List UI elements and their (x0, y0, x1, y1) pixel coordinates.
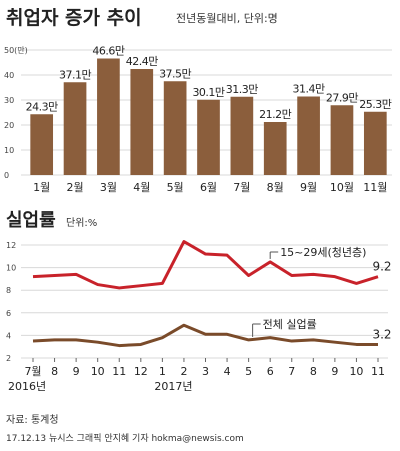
line-xtick-label: 1 (159, 365, 166, 378)
line-chart-title: 실업률 (6, 210, 56, 231)
line-ytick-label: 10 (6, 264, 16, 273)
bar-ytick-label: 0 (4, 171, 9, 180)
bar (97, 58, 120, 175)
youth-series-label: 15~29세(청년층) (280, 246, 366, 259)
bar (230, 96, 254, 175)
youth-unemployment-line (32, 240, 379, 290)
bar-xtick-label: 4월 (133, 181, 150, 194)
bar (163, 81, 187, 175)
bar-xtick-label: 5월 (167, 181, 184, 194)
line-xtick-label: 8 (51, 365, 58, 378)
bar (363, 111, 387, 175)
line-xtick-label: 3 (202, 365, 209, 378)
bar-value-label: 37.5만 (159, 67, 191, 80)
bar-chart-title: 취업자 증가 추이 (6, 7, 142, 29)
bar-xtick-label: 2월 (66, 181, 83, 194)
bar (330, 105, 354, 175)
year-label-2016: 2016년 (8, 380, 46, 393)
bar-xtick-label: 6월 (200, 181, 217, 194)
bar-ytick-label: 30 (4, 96, 14, 105)
bar-ytick-label: 20 (4, 121, 14, 130)
bar-value-label: 31.3만 (226, 83, 258, 96)
bar-ytick-label: 40 (4, 71, 14, 80)
credit-note: 17.12.13 뉴시스 그래픽 안지혜 기자 hokma@newsis.com (6, 432, 244, 444)
line-xtick-label: 11 (371, 365, 385, 378)
bar (130, 69, 154, 175)
line-xtick-label: 2 (180, 365, 187, 378)
bar-value-label: 25.3만 (359, 98, 391, 111)
bar (197, 99, 220, 175)
bar-xtick-label: 7월 (233, 181, 250, 194)
bar-value-label: 42.4만 (126, 55, 158, 68)
bar-chart-subtitle: 전년동월대비, 단위:명 (176, 12, 278, 25)
total-end-label: 3.2 (372, 327, 391, 341)
line-xtick-label: 4 (224, 365, 231, 378)
line-xtick-label: 5 (245, 365, 252, 378)
line-ytick-label: 2 (6, 354, 11, 363)
bar (30, 114, 54, 175)
total-series-label: 전체 실업률 (263, 318, 317, 331)
total-unemployment-line (32, 323, 378, 348)
bar-value-label: 24.3만 (26, 100, 58, 113)
line-xtick-label: 8 (310, 365, 317, 378)
bar-value-label: 37.1만 (59, 68, 91, 81)
source-note: 자료: 통계청 (6, 414, 59, 426)
bar-xtick-label: 9월 (300, 181, 317, 194)
bar-xtick-label: 3월 (100, 181, 117, 194)
bar-xtick-label: 1월 (33, 181, 50, 194)
line-xtick-label: 7월 (24, 365, 41, 378)
bar-xtick-label: 8월 (267, 181, 284, 194)
bar-xtick-label: 11월 (363, 181, 387, 194)
line-xtick-label: 9 (331, 365, 338, 378)
line-ytick-label: 12 (6, 241, 16, 250)
line-xtick-label: 9 (73, 365, 80, 378)
bar-value-label: 30.1만 (192, 86, 224, 99)
bar-value-label: 31.4만 (293, 83, 325, 96)
line-chart-unit: 단위:% (66, 216, 97, 229)
bar (63, 82, 87, 175)
bar-value-label: 27.9만 (326, 91, 358, 104)
year-label-2017: 2017년 (154, 380, 192, 393)
youth-end-label: 9.2 (372, 260, 391, 274)
line-ytick-label: 6 (6, 309, 11, 318)
bar-value-label: 46.6만 (92, 45, 124, 58)
line-xtick-label: 7 (288, 365, 295, 378)
line-ytick-label: 4 (6, 331, 11, 340)
bar (263, 122, 287, 175)
bar-value-label: 21.2만 (259, 108, 291, 121)
line-xtick-label: 10 (349, 365, 363, 378)
line-xtick-label: 11 (112, 365, 126, 378)
line-xtick-label: 6 (267, 365, 274, 378)
line-xtick-label: 12 (134, 365, 148, 378)
bar-chart: 0 10 20 30 40 50(만) 24.3만 1월 37.1만 2월 46.6만 3월 42.4만… (4, 45, 392, 195)
line-ytick-label: 8 (6, 286, 11, 295)
bar (297, 96, 320, 175)
bar-ytick-label: 10 (4, 146, 14, 155)
line-xtick-label: 10 (91, 365, 105, 378)
bar-ytick-label: 50(만) (4, 46, 28, 55)
bar-xtick-label: 10월 (330, 181, 354, 194)
